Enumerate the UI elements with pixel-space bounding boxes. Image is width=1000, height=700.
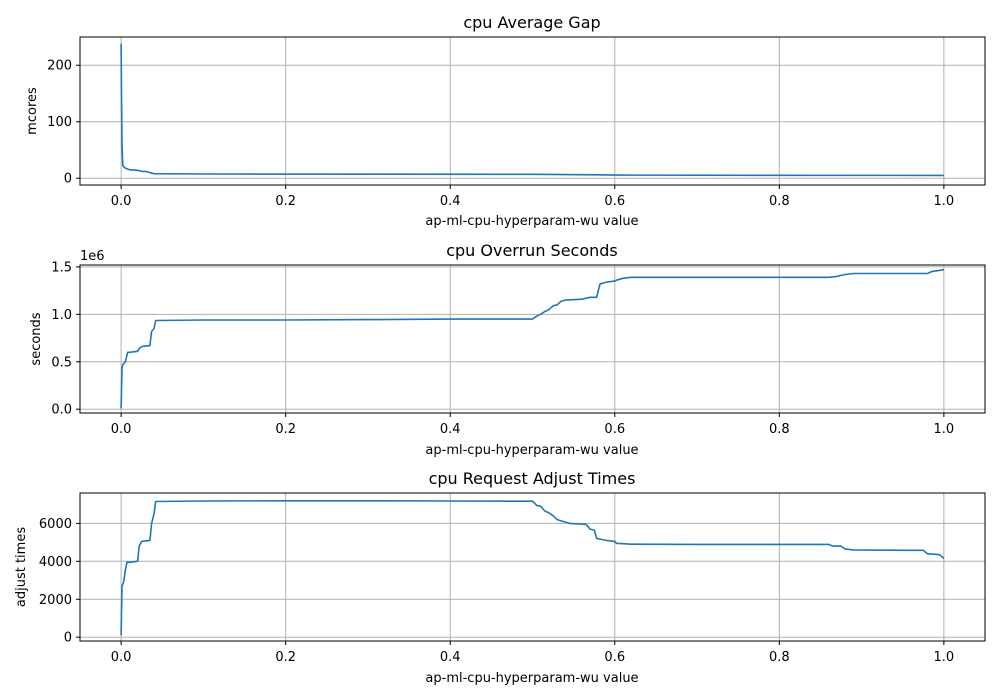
x-axis-label: ap-ml-cpu-hyperparam-wu value <box>425 443 638 458</box>
x-tick-label: 1.0 <box>934 422 955 437</box>
panel-average-gap: 0.0 0.2 0.4 0.6 0.8 1.0 0 100 200 cpu Average Ga… <box>25 13 986 229</box>
x-tick-label: 0.8 <box>769 422 790 437</box>
gridlines <box>80 493 985 641</box>
x-tick-label: 0.4 <box>440 194 461 209</box>
x-tick-label: 0.6 <box>604 194 625 209</box>
x-tick-label: 1.0 <box>934 650 955 665</box>
series-line <box>120 268 945 409</box>
panel-request-adjust-times: 0.0 0.2 0.4 0.6 0.8 1.0 0 2000 4000 6000 cpu Requ… <box>14 469 986 686</box>
x-tick-label: 0.6 <box>604 650 625 665</box>
y-tick-label: 1.5 <box>51 260 72 275</box>
plot-frame <box>79 264 986 414</box>
x-tick-label: 0.0 <box>111 422 132 437</box>
x-axis-label: ap-ml-cpu-hyperparam-wu value <box>425 671 638 686</box>
tick-labels: 0.0 0.2 0.4 0.6 0.8 1.0 0.0 0.5 1.0 1.5 <box>51 260 954 437</box>
gridlines <box>80 265 985 413</box>
y-tick-label: 0 <box>64 172 72 187</box>
y-tick-label: 2000 <box>39 593 72 608</box>
x-tick-label: 0.2 <box>275 650 296 665</box>
panel-overrun-seconds: 0.0 0.2 0.4 0.6 0.8 1.0 0.0 0.5 1.0 1.5 cpu Overr… <box>29 241 986 458</box>
plot-frame <box>79 492 986 642</box>
y-tick-label: 4000 <box>39 555 72 570</box>
gridlines <box>80 37 985 185</box>
y-tick-label: 0.5 <box>51 355 72 370</box>
chart-title: cpu Average Gap <box>463 13 600 32</box>
y-offset-label: 1e6 <box>80 249 105 264</box>
y-axis-label: adjust times <box>14 527 29 607</box>
chart-title: cpu Overrun Seconds <box>446 241 618 260</box>
x-tick-label: 0.4 <box>440 650 461 665</box>
x-tick-label: 1.0 <box>934 194 955 209</box>
x-tick-label: 0.8 <box>769 650 790 665</box>
x-axis-label: ap-ml-cpu-hyperparam-wu value <box>425 214 638 229</box>
y-tick-label: 200 <box>47 59 72 74</box>
series-line <box>120 499 945 636</box>
chart-title: cpu Request Adjust Times <box>429 469 636 488</box>
y-axis-label: seconds <box>29 312 44 365</box>
x-tick-label: 0.0 <box>111 650 132 665</box>
x-tick-label: 0.8 <box>769 194 790 209</box>
y-axis-label: mcores <box>25 87 40 135</box>
tick-labels: 0.0 0.2 0.4 0.6 0.8 1.0 0 100 200 <box>47 59 954 209</box>
x-tick-label: 0.0 <box>111 194 132 209</box>
y-tick-label: 1.0 <box>51 308 72 323</box>
y-tick-label: 100 <box>47 115 72 130</box>
y-tick-label: 0 <box>64 631 72 646</box>
tick-labels: 0.0 0.2 0.4 0.6 0.8 1.0 0 2000 4000 6000 <box>39 517 954 665</box>
x-tick-label: 0.6 <box>604 422 625 437</box>
series-line <box>120 43 944 177</box>
x-tick-label: 0.2 <box>275 422 296 437</box>
y-tick-label: 6000 <box>39 517 72 532</box>
plot-frame <box>79 36 986 186</box>
x-tick-label: 0.2 <box>275 194 296 209</box>
x-tick-label: 0.4 <box>440 422 461 437</box>
y-tick-label: 0.0 <box>51 403 72 418</box>
